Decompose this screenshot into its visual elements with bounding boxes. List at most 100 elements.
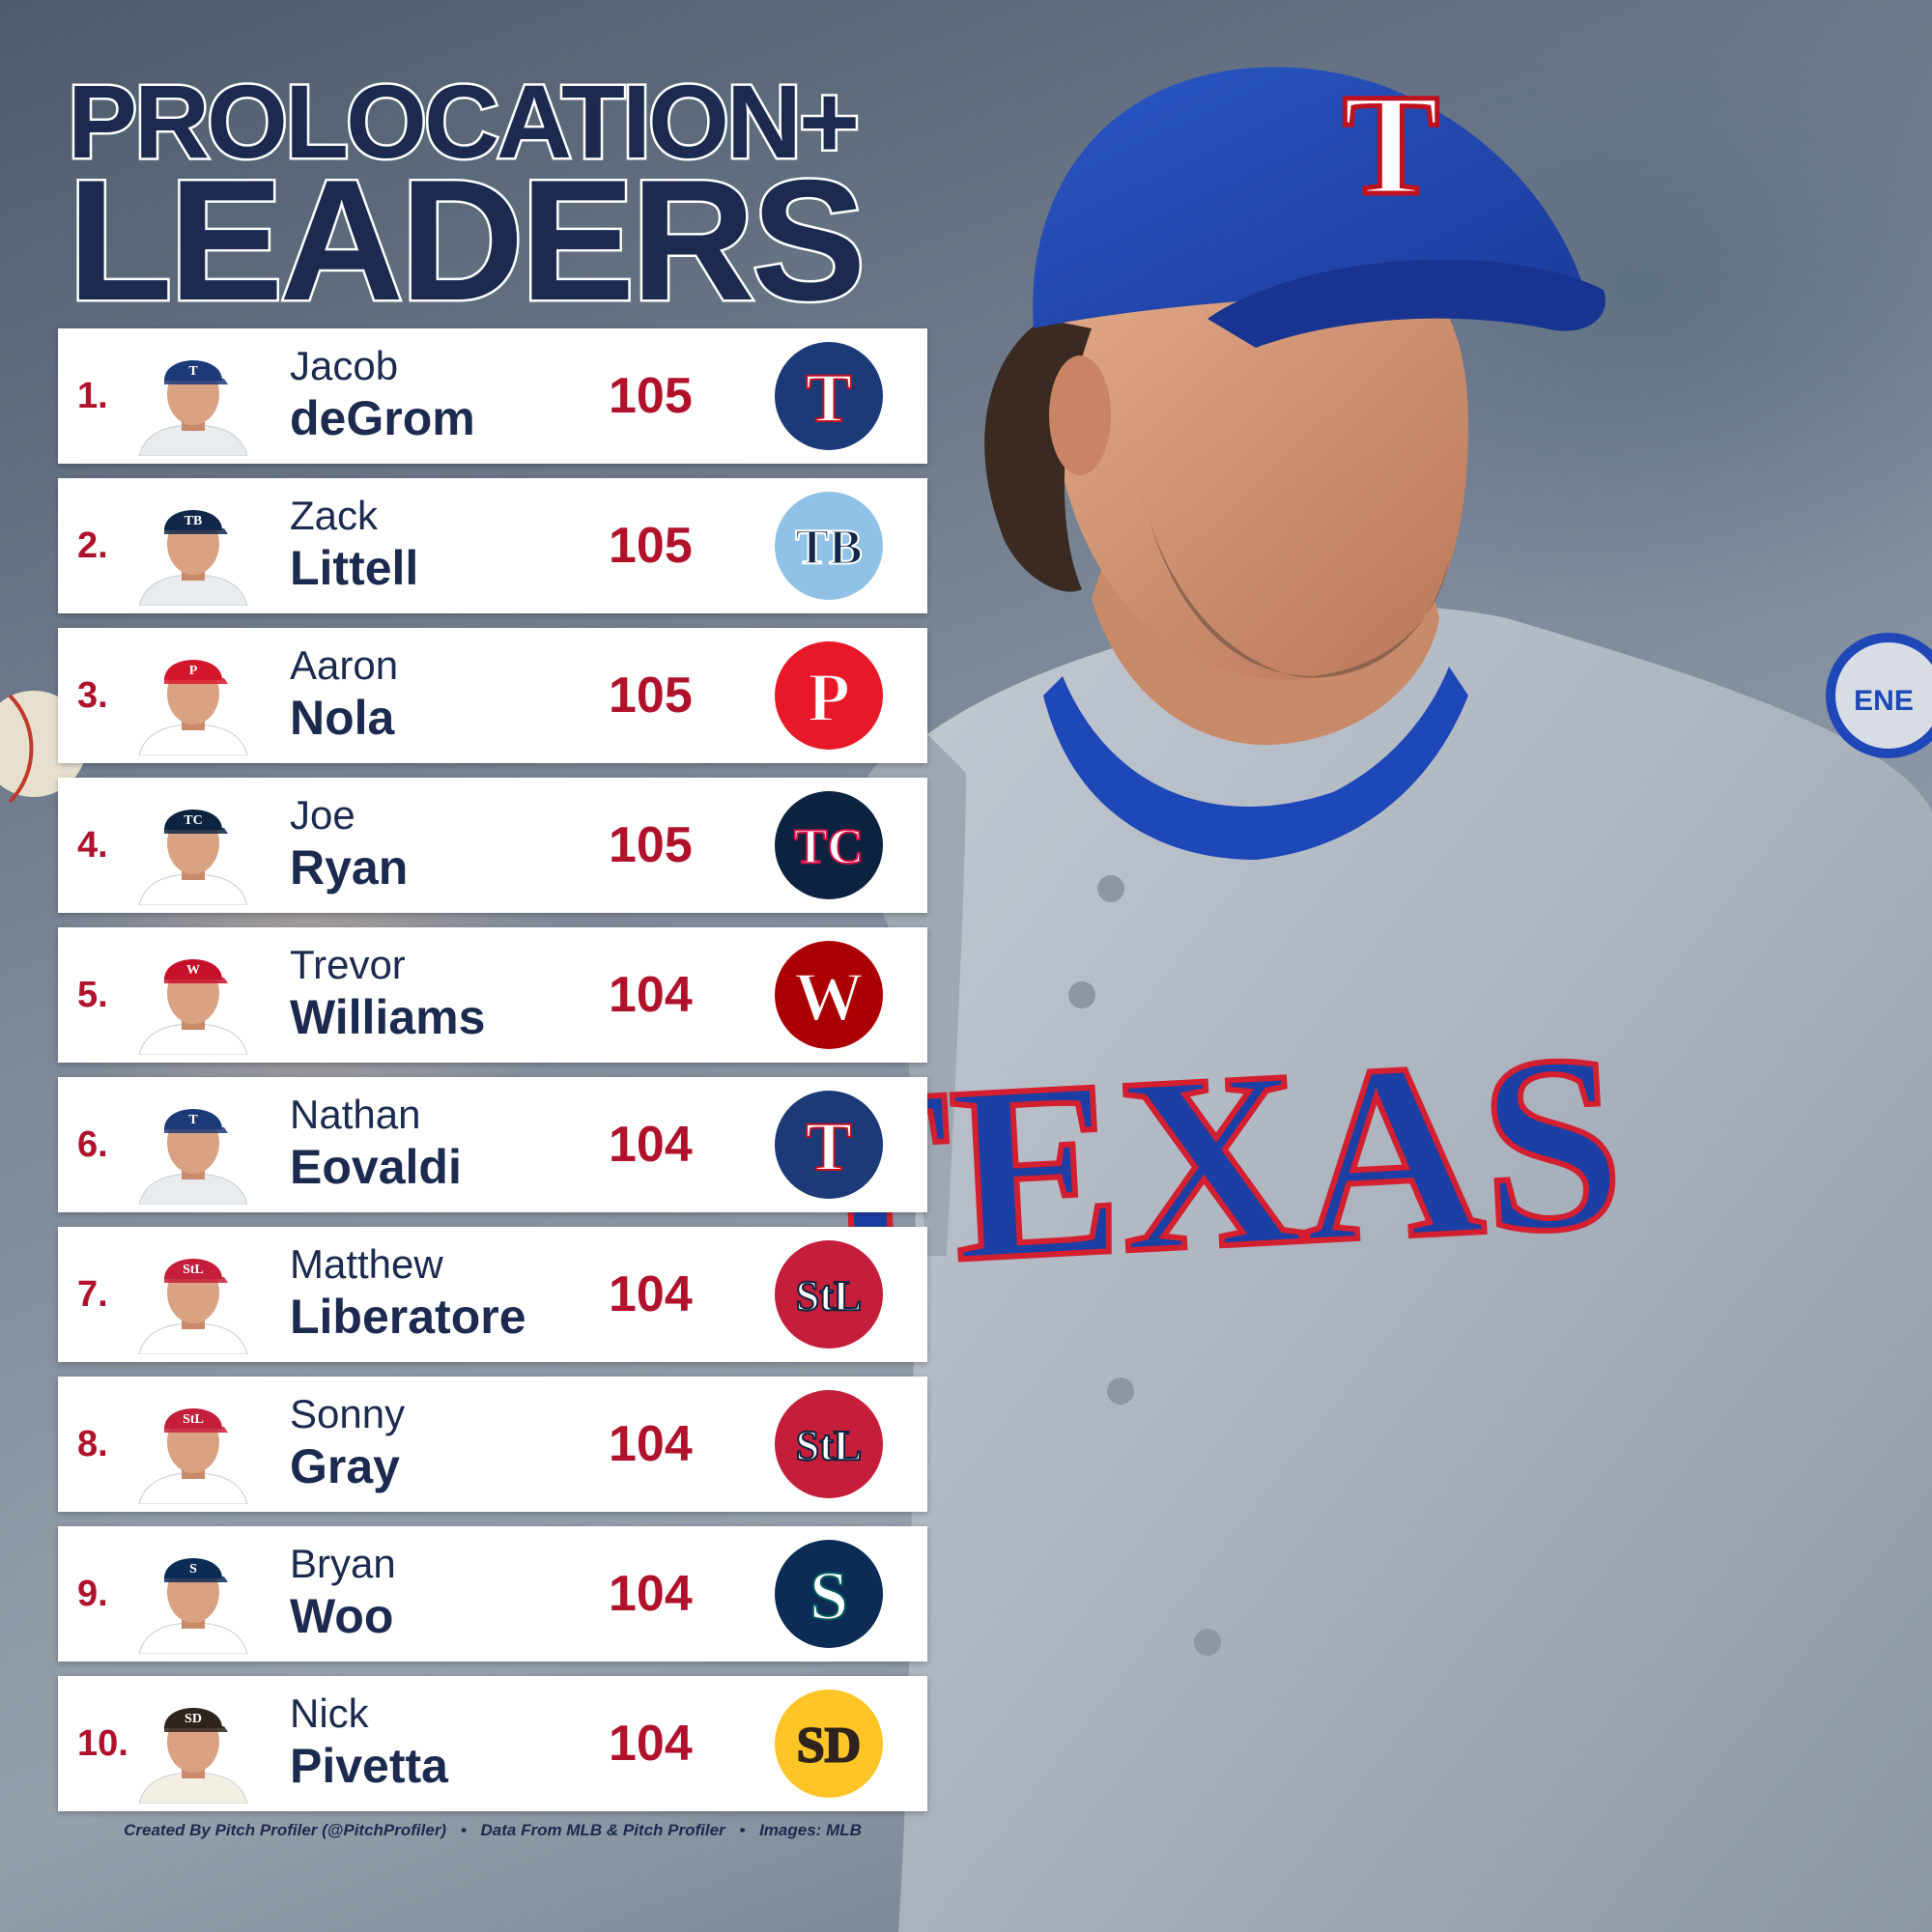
credit-data-source: Data From MLB & Pitch Profiler	[480, 1821, 725, 1839]
footer-separator: •	[460, 1821, 467, 1839]
prolocation-score: 104	[609, 1266, 693, 1322]
leader-rank: 10.	[77, 1723, 128, 1764]
prolocation-score: 104	[609, 1117, 693, 1173]
player-first-name: Nathan	[290, 1092, 421, 1137]
player-first-name: Matthew	[290, 1241, 443, 1287]
player-last-name: Pivetta	[290, 1739, 448, 1793]
leader-row: 5. W Trevor Williams 104 W	[58, 927, 927, 1063]
texas-rangers-logo-icon: T	[775, 342, 883, 450]
player-headshot-icon: StL	[138, 1408, 248, 1504]
svg-text:StL: StL	[796, 1422, 862, 1469]
svg-text:TB: TB	[185, 514, 203, 528]
svg-text:StL: StL	[183, 1263, 204, 1277]
svg-text:TC: TC	[794, 820, 864, 875]
player-headshot-icon: TC	[138, 810, 248, 905]
credits-footer: Created By Pitch Profiler (@PitchProfile…	[0, 1821, 985, 1840]
player-headshot-icon: W	[138, 959, 248, 1055]
player-first-name: Joe	[290, 792, 355, 838]
san-diego-padres-logo-icon: SD	[775, 1690, 883, 1798]
hero-sleeve-patch: ENE	[1854, 685, 1914, 717]
leader-rank: 2.	[77, 526, 108, 566]
player-first-name: Trevor	[290, 942, 406, 987]
prolocation-score: 105	[609, 817, 693, 873]
player-first-name: Sonny	[290, 1391, 406, 1436]
player-headshot-icon: SD	[138, 1708, 248, 1804]
page-title-line-1: PROLOCATION+	[65, 63, 862, 180]
leader-row: 6. T Nathan Eovaldi 104 T	[58, 1077, 927, 1212]
svg-text:StL: StL	[183, 1412, 204, 1427]
texas-rangers-logo-icon: T	[775, 1091, 883, 1199]
player-last-name: Eovaldi	[290, 1140, 462, 1194]
svg-text:W: W	[794, 958, 864, 1036]
svg-text:SD: SD	[797, 1719, 861, 1774]
svg-text:T: T	[188, 364, 198, 379]
st-louis-cardinals-logo-icon: StL	[775, 1390, 883, 1498]
player-last-name: Ryan	[290, 840, 409, 895]
player-headshot-icon: T	[138, 360, 248, 456]
seattle-mariners-logo-icon: S	[775, 1540, 883, 1648]
leader-rank: 5.	[77, 975, 108, 1015]
leader-row: 8. StL Sonny Gray 104 StL	[58, 1377, 927, 1512]
prolocation-score: 104	[609, 967, 693, 1023]
svg-text:T: T	[188, 1113, 198, 1127]
svg-text:StL: StL	[796, 1272, 862, 1320]
player-last-name: Woo	[290, 1589, 394, 1643]
hero-cap-letter: T	[1343, 65, 1439, 225]
player-last-name: Williams	[290, 990, 486, 1044]
player-first-name: Zack	[290, 493, 379, 538]
credit-images: Images: MLB	[759, 1821, 862, 1839]
player-first-name: Nick	[290, 1690, 369, 1736]
prolocation-score: 105	[609, 518, 693, 574]
washington-nationals-logo-icon: W	[775, 941, 883, 1049]
prolocation-score: 104	[609, 1416, 693, 1472]
svg-text:P: P	[189, 664, 198, 678]
player-first-name: Aaron	[290, 642, 399, 688]
leader-rank: 3.	[77, 675, 108, 716]
svg-text:T: T	[806, 1108, 852, 1185]
tampa-bay-rays-logo-icon: TB	[775, 492, 883, 600]
leader-rank: 9.	[77, 1574, 108, 1614]
credit-created-by: Created By Pitch Profiler (@PitchProfile…	[124, 1821, 447, 1839]
leader-row: 2. TB Zack Littell 105 TB	[58, 478, 927, 613]
svg-text:TB: TB	[795, 521, 862, 576]
svg-text:S: S	[810, 1557, 848, 1634]
prolocation-score: 105	[609, 368, 693, 424]
leader-row: 7. StL Matthew Liberatore 104 StL	[58, 1227, 927, 1362]
player-headshot-icon: P	[138, 660, 248, 755]
st-louis-cardinals-logo-icon: StL	[775, 1240, 883, 1349]
footer-separator: •	[739, 1821, 746, 1839]
philadelphia-phillies-logo-icon: P	[775, 641, 883, 750]
leader-row: 4. TC Joe Ryan 105 TC	[58, 778, 927, 913]
player-headshot-icon: T	[138, 1109, 248, 1205]
player-last-name: Nola	[290, 691, 395, 745]
svg-text:TC: TC	[184, 813, 202, 828]
leader-rank: 8.	[77, 1424, 108, 1464]
player-first-name: Jacob	[290, 343, 399, 388]
svg-text:P: P	[808, 659, 850, 736]
leader-rank: 1.	[77, 376, 108, 416]
leader-rank: 7.	[77, 1274, 108, 1315]
prolocation-score: 104	[609, 1566, 693, 1622]
leader-row: 10. SD Nick Pivetta 104 SD	[58, 1676, 927, 1811]
minnesota-twins-logo-icon: TC	[775, 791, 883, 899]
prolocation-score: 105	[609, 668, 693, 724]
svg-text:T: T	[806, 359, 852, 437]
player-last-name: Gray	[290, 1439, 400, 1493]
player-headshot-icon: TB	[138, 510, 248, 606]
player-last-name: Littell	[290, 541, 419, 595]
svg-text:S: S	[189, 1562, 197, 1577]
leader-rank: 6.	[77, 1124, 108, 1165]
prolocation-score: 104	[609, 1716, 693, 1772]
player-last-name: Liberatore	[290, 1290, 526, 1344]
leader-row: 9. S Bryan Woo 104 S	[58, 1526, 927, 1662]
leader-row: 1. T Jacob deGrom 105 T	[58, 328, 927, 464]
player-headshot-icon: S	[138, 1558, 248, 1654]
player-headshot-icon: StL	[138, 1259, 248, 1354]
player-last-name: deGrom	[290, 391, 475, 445]
player-first-name: Bryan	[290, 1541, 396, 1586]
page-title-line-2: LEADERS	[66, 144, 869, 336]
svg-text:W: W	[186, 963, 200, 978]
leader-rank: 4.	[77, 825, 108, 866]
leader-row: 3. P Aaron Nola 105 P	[58, 628, 927, 763]
svg-text:SD: SD	[185, 1712, 202, 1726]
